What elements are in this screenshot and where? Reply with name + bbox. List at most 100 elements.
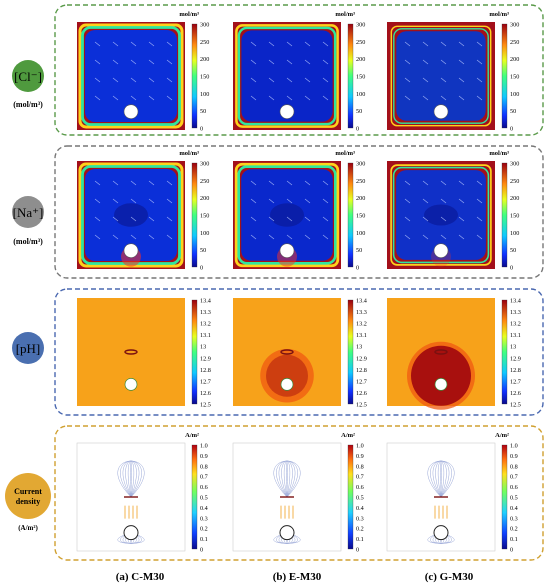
colorbar-tick-label: 0.5 [200, 495, 208, 502]
colorbar [191, 444, 198, 550]
flux-arrow [286, 95, 293, 101]
cl-badge [12, 60, 44, 92]
colorbar-tick-label: 13.1 [200, 332, 211, 339]
depletion-zone [270, 203, 304, 227]
na-unit-label: (mol/m³) [13, 237, 43, 246]
colorbar-tick-label: 12.9 [356, 355, 367, 362]
panel-cd-3: 1.0 0.9 0.8 0.7 0.6 0.5 0.4 0.3 0.2 0.1 0 A/m² [386, 432, 518, 554]
flux-arrow [268, 216, 275, 222]
colorbar-tick-label: 12.7 [356, 378, 367, 385]
flux-arrow [250, 234, 257, 240]
flux-arrow [166, 41, 173, 47]
flux-arrow [250, 180, 257, 186]
flux-arrow [148, 216, 155, 222]
flux-arrow [130, 180, 137, 186]
colorbar-tick-label: 13 [510, 344, 516, 351]
flux-arrow [476, 180, 483, 186]
colorbar-tick-label: 0.3 [200, 515, 208, 522]
gradient-band-yellow [390, 164, 492, 266]
gradient-band-green [392, 166, 490, 264]
flux-arrow [166, 59, 173, 65]
colorbar-unit: A/m² [185, 432, 199, 439]
colorbar-tick-label: 13.4 [200, 298, 211, 305]
panel-cl-2: 300 250 200 150 100 50 0 mol/m³ [233, 11, 365, 133]
colorbar-tick-label: 100 [356, 91, 365, 98]
rebar-hole [279, 525, 295, 541]
flux-arrow [112, 180, 119, 186]
colorbar-tick-label: 13.2 [200, 321, 211, 328]
panel-cd-2: 1.0 0.9 0.8 0.7 0.6 0.5 0.4 0.3 0.2 0.1 0 A/m² [232, 432, 364, 554]
colorbar-tick-label: 0.7 [200, 474, 208, 481]
flux-arrow [404, 77, 411, 83]
cl-label: [Cl⁻] [14, 69, 42, 84]
colorbar-tick-label: 13.1 [356, 332, 367, 339]
colorbar-tick-label: 0 [356, 126, 359, 133]
colorbar-tick-label: 12.6 [356, 390, 367, 397]
flux-arrow [250, 77, 257, 83]
colorbar-tick-label: 0.9 [356, 453, 364, 460]
ph-high-zone [266, 354, 308, 397]
flux-arrow [322, 41, 329, 47]
colorbar-tick-label: 100 [200, 230, 209, 237]
rebar-hole [433, 104, 449, 119]
flux-arrow [112, 234, 119, 240]
colorbar-unit: A/m² [495, 432, 509, 439]
flux-arrow [268, 234, 275, 240]
gradient-band-yellow [390, 25, 492, 127]
colorbar-tick-label: 200 [510, 56, 519, 63]
colorbar-tick-label: 12.9 [200, 355, 211, 362]
colorbar-tick-label: 12.8 [200, 367, 211, 374]
flux-arrow [130, 216, 137, 222]
flux-arrow [458, 59, 465, 65]
colorbar-tick-label: 0.1 [356, 536, 364, 543]
colorbar-tick-label: 0.1 [200, 536, 208, 543]
colorbar [347, 23, 354, 129]
rebar-hole [124, 378, 138, 391]
colorbar-tick-label: 50 [200, 108, 206, 115]
flux-arrow [94, 180, 101, 186]
flux-arrow [268, 41, 275, 47]
flux-arrow [458, 77, 465, 83]
cathode-mark [280, 349, 294, 355]
colorbar-tick-label: 12.6 [510, 390, 521, 397]
colorbar-tick-label: 13.3 [356, 309, 367, 316]
colorbar-tick-label: 13 [200, 344, 206, 351]
panel-na-1: 300 250 200 150 100 50 0 mol/m³ [77, 150, 209, 272]
flux-arrow [94, 95, 101, 101]
flux-arrow [422, 234, 429, 240]
na-label: [Na⁺] [13, 205, 44, 220]
colorbar-tick-label: 250 [356, 178, 365, 185]
frame-cd [54, 425, 544, 561]
colorbar-tick-label: 200 [356, 56, 365, 63]
colorbar-tick-label: 0 [200, 126, 203, 133]
colorbar-tick-label: 300 [510, 161, 519, 168]
flux-arrow [286, 216, 293, 222]
panel-cl-1: 300 250 200 150 100 50 0 mol/m³ [77, 11, 209, 133]
rebar-hole [123, 104, 139, 119]
flux-arrow [322, 77, 329, 83]
colorbar-tick-label: 150 [200, 213, 209, 220]
colorbar-tick-label: 12.6 [200, 390, 211, 397]
flux-arrow [304, 41, 311, 47]
flux-arrow [404, 234, 411, 240]
rebar-hole [123, 525, 139, 541]
colorbar-tick-label: 12.5 [356, 402, 367, 409]
colorbar-tick-label: 0.6 [356, 484, 364, 491]
colorbar-tick-label: 150 [356, 213, 365, 220]
flux-arrow [130, 198, 137, 204]
colorbar-unit: mol/m³ [489, 150, 509, 157]
colorbar-tick-label: 0 [356, 265, 359, 272]
flux-arrow [94, 41, 101, 47]
colorbar [501, 23, 508, 129]
colorbar-tick-label: 50 [510, 108, 516, 115]
flux-arrow [322, 59, 329, 65]
cathode-mark [124, 349, 138, 355]
colorbar [347, 162, 354, 268]
flux-arrow [440, 216, 447, 222]
flux-arrow [148, 59, 155, 65]
flux-arrow [440, 234, 447, 240]
flux-arrow [250, 59, 257, 65]
flux-arrow [304, 95, 311, 101]
flux-arrow [130, 234, 137, 240]
gradient-band-green [237, 165, 337, 265]
